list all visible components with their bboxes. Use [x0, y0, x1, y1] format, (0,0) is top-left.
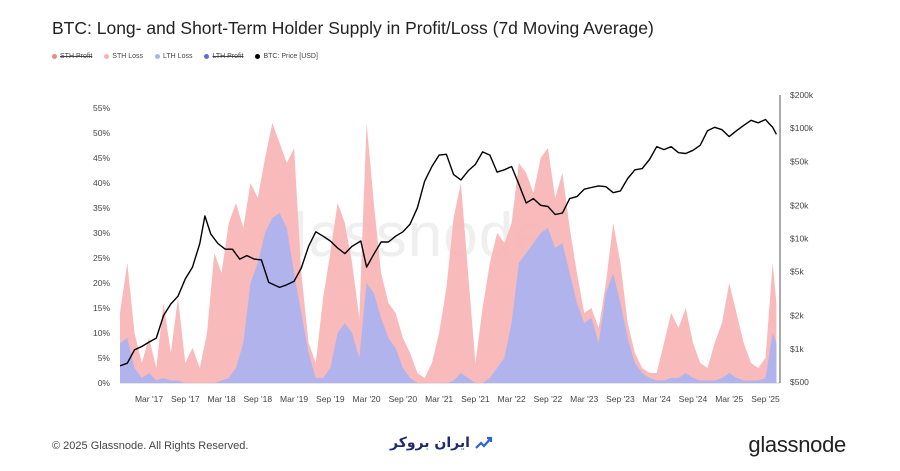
x-tick-label: Mar '19	[280, 394, 308, 404]
y-tick-label-left: 25%	[93, 253, 110, 263]
y-tick-label-left: 15%	[93, 303, 110, 313]
legend-label: LTH Loss	[163, 53, 193, 60]
legend-label: BTC: Price [USD]	[263, 53, 318, 60]
x-tick-label: Sep '17	[171, 394, 200, 404]
legend-item[interactable]: LTH Profit	[204, 53, 243, 60]
legend-item[interactable]: STH Loss	[104, 53, 143, 60]
y-tick-label-left: 20%	[93, 278, 110, 288]
chart-legend: STH Profit STH Loss LTH Loss LTH Profit BTC:…	[52, 53, 318, 60]
legend-label: LTH Profit	[212, 53, 244, 60]
legend-item[interactable]: BTC: Price [USD]	[255, 53, 318, 60]
x-tick-label: Sep '25	[751, 394, 780, 404]
y-tick-label-right: $50k	[790, 156, 809, 166]
x-tick-label: Mar '21	[425, 394, 453, 404]
copyright-text: © 2025 Glassnode. All Rights Reserved.	[52, 440, 249, 452]
brand-logo: glassnode	[748, 432, 846, 457]
legend-item[interactable]: LTH Loss	[155, 53, 192, 60]
x-tick-label: Sep '20	[389, 394, 418, 404]
area-series-lth-loss	[120, 213, 777, 383]
y-tick-label-left: 10%	[93, 328, 110, 338]
y-tick-label-left: 50%	[93, 128, 110, 138]
x-tick-label: Mar '25	[715, 394, 743, 404]
x-tick-label: Mar '17	[135, 394, 163, 404]
chart-canvas: 0% 5% 10% 15% 20% 25% 30% 35% 40% 45% 50% 55% $500 $1…	[93, 90, 814, 404]
partner-logo: ایران بروکر	[390, 434, 494, 452]
y-tick-label-right: $2k	[790, 311, 804, 321]
legend-swatch	[204, 54, 210, 59]
y-tick-label-left: 55%	[93, 103, 110, 113]
partner-name: ایران بروکر	[390, 435, 470, 451]
y-tick-label-left: 45%	[93, 153, 110, 163]
x-tick-label: Sep '21	[461, 394, 490, 404]
chart-title: BTC: Long- and Short-Term Holder Supply …	[52, 18, 654, 38]
legend-swatch	[255, 54, 261, 59]
y-tick-label-left: 30%	[93, 228, 110, 238]
x-tick-label: Sep '22	[534, 394, 563, 404]
y-tick-label-left: 0%	[98, 378, 111, 388]
x-tick-label: Mar '18	[207, 394, 235, 404]
legend-swatch	[155, 54, 161, 59]
x-tick-label: Sep '19	[316, 394, 345, 404]
price-line	[119, 118, 778, 367]
y-tick-label-right: $10k	[790, 234, 809, 244]
y-tick-label-left: 5%	[98, 353, 111, 363]
y-tick-label-left: 40%	[93, 178, 110, 188]
x-tick-label: Mar '23	[570, 394, 598, 404]
y-tick-label-right: $5k	[790, 267, 804, 277]
area-series-sth-loss	[120, 123, 777, 383]
x-tick-label: Mar '20	[353, 394, 381, 404]
y-tick-label-right: $20k	[790, 200, 809, 210]
x-tick-label: Sep '23	[606, 394, 635, 404]
y-tick-label-right: $1k	[790, 344, 804, 354]
y-tick-label-right: $500	[790, 377, 809, 387]
y-tick-label-left: 35%	[93, 203, 110, 213]
x-tick-label: Mar '24	[643, 394, 671, 404]
x-tick-label: Mar '22	[498, 394, 526, 404]
x-tick-label: Sep '18	[244, 394, 273, 404]
legend-swatch	[52, 54, 57, 59]
y-tick-label-right: $200k	[790, 90, 814, 100]
x-tick-label: Sep '24	[679, 394, 708, 404]
legend-swatch	[104, 54, 110, 59]
legend-label: STH Loss	[112, 53, 144, 60]
legend-item[interactable]: STH Profit	[52, 53, 92, 60]
y-tick-label-right: $100k	[790, 123, 814, 133]
trend-icon	[475, 436, 493, 449]
legend-label: STH Profit	[60, 53, 93, 60]
